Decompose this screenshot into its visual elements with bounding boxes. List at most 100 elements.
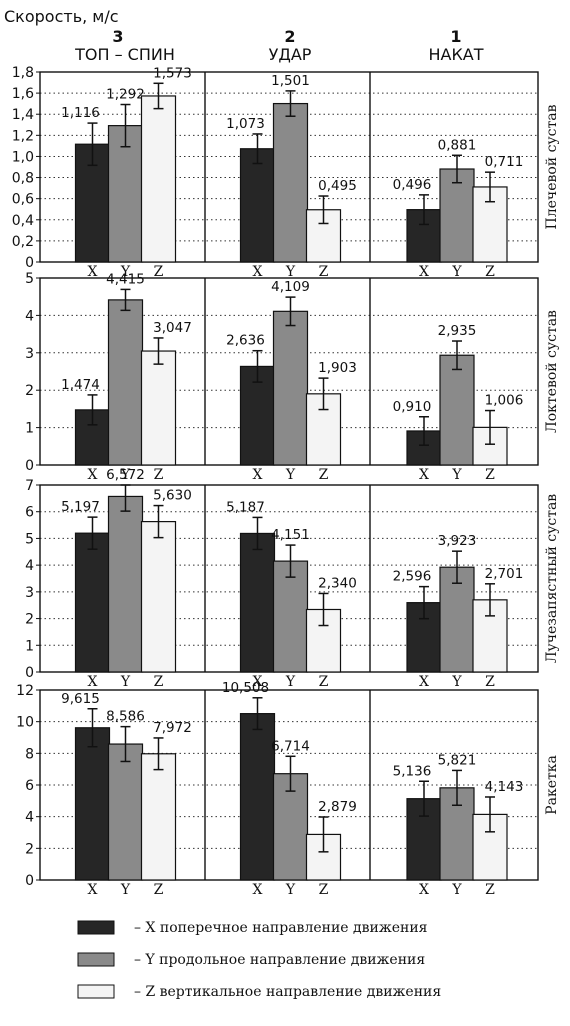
data-label: 4,143 xyxy=(485,779,524,795)
legend-item-z: – Z вертикальное направление движения xyxy=(77,984,441,1000)
bar-z xyxy=(305,608,342,673)
panel-label: Лучезапястный сустав xyxy=(544,494,560,663)
data-label: 2,935 xyxy=(438,323,477,339)
bar-y xyxy=(439,566,475,673)
x-tick-label: Z xyxy=(485,467,495,483)
data-label: 3,047 xyxy=(153,320,192,336)
y-tick-label: 6 xyxy=(25,778,34,794)
data-label: 0,711 xyxy=(485,154,524,170)
x-tick-label: Y xyxy=(451,882,462,898)
data-label: 10,508 xyxy=(222,680,269,696)
column-number: 2 xyxy=(284,27,295,46)
data-label: 7,972 xyxy=(153,720,192,736)
bar-x xyxy=(74,532,111,673)
y-tick-label: 2 xyxy=(25,841,34,857)
y-tick-label: 3 xyxy=(25,346,34,362)
x-tick-label: Y xyxy=(451,467,462,483)
legend-item-y: – Y продольное направление движения xyxy=(77,952,425,968)
column-number: 1 xyxy=(450,27,461,46)
y-tick-label: 12 xyxy=(16,683,34,699)
data-label: 5,821 xyxy=(438,752,477,768)
y-tick-label: 0,8 xyxy=(12,171,34,187)
x-tick-label: Y xyxy=(285,882,296,898)
x-tick-label: Y xyxy=(451,674,462,690)
bar-x xyxy=(239,532,276,673)
legend: – X поперечное направление движения – Y … xyxy=(77,920,441,1000)
x-tick-label: Z xyxy=(485,882,495,898)
x-tick-label: Z xyxy=(319,882,329,898)
bar-y xyxy=(107,299,144,466)
bar-group-udar: 5,187 X 4,151 Y 2,340 Z xyxy=(226,499,357,690)
x-tick-label: X xyxy=(88,882,98,898)
y-tick-label: 2 xyxy=(25,612,34,628)
bar-group-nakat: 5,136 X 5,821 Y 4,143 Z xyxy=(393,752,524,898)
bar-x xyxy=(239,713,276,881)
x-tick-label: Y xyxy=(120,264,131,280)
bar-x xyxy=(74,727,111,881)
x-tick-label: Y xyxy=(120,467,131,483)
legend-text-x: – X поперечное направление движения xyxy=(134,920,428,936)
data-label: 2,596 xyxy=(393,569,432,585)
x-tick-label: Y xyxy=(285,674,296,690)
y-tick-label: 0 xyxy=(25,458,34,474)
column-label: НАКАТ xyxy=(428,45,483,64)
bar-group-topspin: 1,474 X 4,415 Y 3,047 Z xyxy=(61,271,192,483)
x-tick-label: Z xyxy=(319,264,329,280)
x-tick-label: Z xyxy=(485,264,495,280)
legend-swatch-x xyxy=(77,920,115,935)
x-tick-label: X xyxy=(88,467,98,483)
bar-x xyxy=(74,143,111,263)
y-tick-label: 4 xyxy=(25,558,34,574)
bar-group-udar: 2,636 X 4,109 Y 1,903 Z xyxy=(226,279,357,483)
data-label: 2,340 xyxy=(318,575,357,591)
data-label: 5,197 xyxy=(61,499,100,515)
column-label: УДАР xyxy=(269,45,312,64)
data-label: 1,501 xyxy=(271,73,310,89)
legend-swatch-z xyxy=(77,984,115,999)
data-label: 5,187 xyxy=(226,499,265,515)
legend-text-z: – Z вертикальное направление движения xyxy=(134,984,441,1000)
y-tick-label: 6 xyxy=(25,505,34,521)
x-tick-label: Y xyxy=(285,467,296,483)
data-label: 6,714 xyxy=(271,738,310,754)
bar-group-nakat: 0,496 X 0,881 Y 0,711 Z xyxy=(393,137,524,280)
bar-x xyxy=(239,148,276,263)
x-tick-label: X xyxy=(253,674,263,690)
y-tick-label: 0 xyxy=(25,255,34,271)
data-label: 2,636 xyxy=(226,333,265,349)
legend-text-y: – Y продольное направление движения xyxy=(134,952,425,968)
data-label: 1,573 xyxy=(153,65,192,81)
data-label: 0,495 xyxy=(318,178,357,194)
legend-swatch-y xyxy=(77,952,115,967)
panel-label: Ракетка xyxy=(544,755,560,815)
bar-y xyxy=(107,743,144,881)
y-tick-label: 1,0 xyxy=(12,149,34,165)
data-label: 8,586 xyxy=(106,709,145,725)
y-tick-label: 1,8 xyxy=(12,65,34,81)
panel-label: Плечевой сустав xyxy=(544,104,560,229)
data-label: 3,923 xyxy=(438,533,477,549)
column-label: ТОП – СПИН xyxy=(74,45,175,64)
bar-group-topspin: 9,615 X 8,586 Y 7,972 Z xyxy=(61,691,192,898)
data-label: 1,292 xyxy=(106,87,145,103)
y-tick-label: 1 xyxy=(25,638,34,654)
panel-3: 024681012Ракетка9,615X8,586Y7,972Z10,508… xyxy=(16,680,560,898)
column-header-udar: 2 УДАР xyxy=(269,27,312,64)
x-tick-label: Y xyxy=(120,882,131,898)
panel-0: 0 0,2 0,4 0,6 0,8 1,0 1,2 1,4 1,6 1,8 Плечевой сус… xyxy=(12,65,560,280)
data-label: 0,496 xyxy=(393,177,432,193)
y-axis-title: Скорость, м/с xyxy=(4,7,119,26)
data-label: 2,701 xyxy=(485,566,524,582)
x-tick-label: X xyxy=(419,882,429,898)
bar-group-udar: 1,073 X 1,501 Y 0,495 Z xyxy=(226,73,357,280)
y-tick-label: 1,6 xyxy=(12,86,34,102)
data-label: 6,572 xyxy=(106,467,145,483)
bar-z xyxy=(140,350,177,466)
y-tick-label: 0,6 xyxy=(12,192,34,208)
y-tick-label: 7 xyxy=(25,478,34,494)
y-tick-label: 2 xyxy=(25,383,34,399)
data-label: 0,881 xyxy=(438,137,477,153)
y-tick-label: 0 xyxy=(25,873,34,889)
